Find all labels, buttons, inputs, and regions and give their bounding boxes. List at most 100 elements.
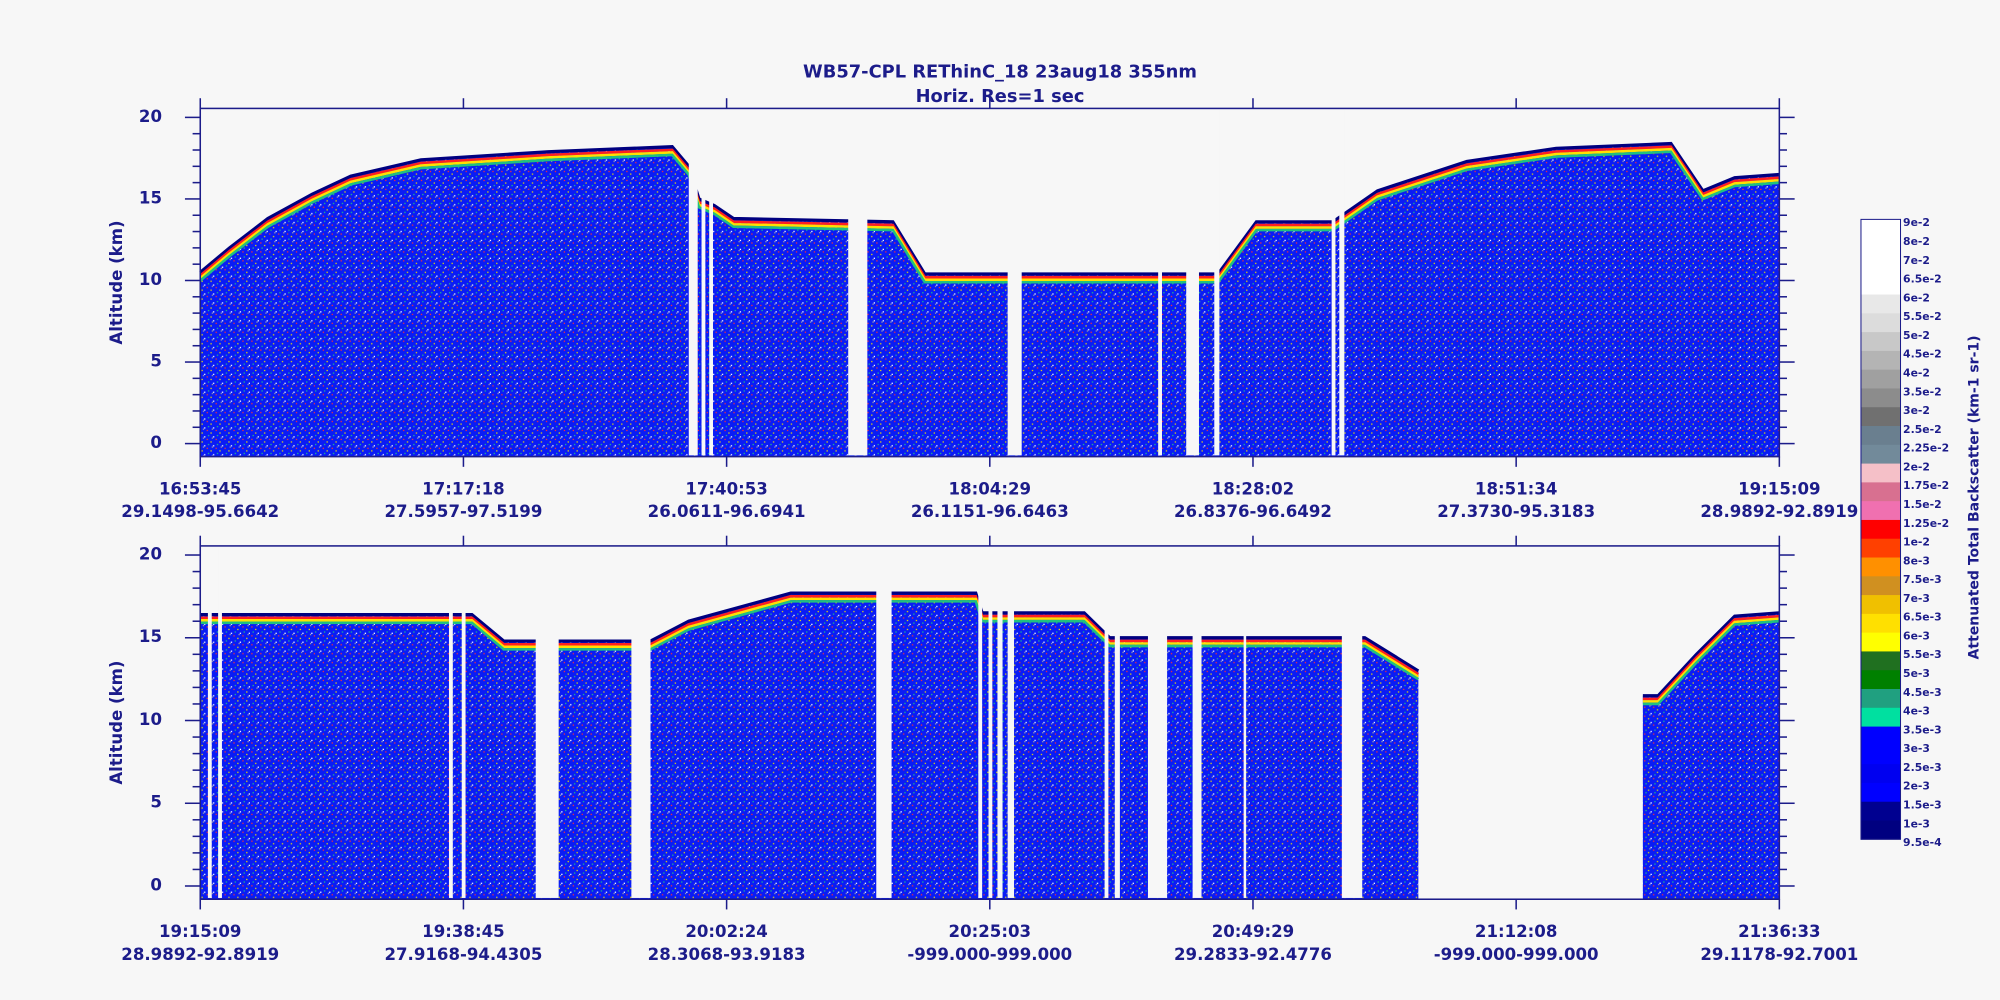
colorbar-label: 4.5e-2 <box>1903 348 1942 361</box>
colorbar-swatch <box>1860 689 1901 709</box>
colorbar-swatch <box>1860 613 1901 634</box>
y-tick-label: 15 <box>139 188 162 207</box>
x-tick-coords: -999.000-999.000 <box>1434 945 1599 964</box>
y-tick-label: 0 <box>150 875 162 894</box>
colorbar-swatch <box>1860 256 1901 277</box>
chart-title: WB57-CPL REThinC_18 23aug18 355nm <box>803 62 1197 83</box>
cloud-top <box>199 147 1780 281</box>
curtain <box>1642 612 1780 900</box>
data-gap <box>1341 547 1363 898</box>
curtain <box>200 143 1780 457</box>
colorbar-swatch <box>1860 275 1901 295</box>
data-gap <box>997 547 1003 898</box>
data-gap <box>1214 109 1220 456</box>
colorbar-swatch <box>1860 463 1901 483</box>
colorbar-label: 8e-2 <box>1903 235 1930 248</box>
data-gap <box>1007 109 1022 456</box>
colorbar-label: 3.5e-2 <box>1903 385 1942 398</box>
data-gap <box>1147 547 1168 898</box>
colorbar-swatch <box>1860 313 1901 333</box>
panel: 0 5 10 15 20 Altitude (km) 19:15:09 28.9892-92.… <box>107 535 1858 964</box>
colorbar-swatch <box>1860 501 1901 521</box>
data-gap <box>535 547 559 898</box>
x-tick-time: 19:15:09 <box>159 922 241 941</box>
x-tick-coords: 29.1178-92.7001 <box>1700 945 1858 964</box>
x-tick-coords: 27.3730-95.3183 <box>1437 502 1595 521</box>
colorbar-label: 3e-3 <box>1903 742 1930 755</box>
colorbar-label: 6e-3 <box>1903 629 1930 642</box>
colorbar-label: 6e-2 <box>1903 291 1930 304</box>
chart-subtitle: Horiz. Res=1 sec <box>916 86 1085 107</box>
colorbar-label: 1e-2 <box>1903 536 1930 549</box>
y-tick-label: 20 <box>139 545 162 564</box>
colorbar-swatch <box>1860 557 1901 577</box>
cloud-top <box>199 145 1780 279</box>
data-gap <box>1192 547 1202 898</box>
x-tick-time: 18:28:02 <box>1212 479 1294 498</box>
colorbar-label: 5.5e-3 <box>1903 648 1942 661</box>
colorbar-swatch <box>1860 482 1901 502</box>
panel: 0 5 10 15 20 Altitude (km) 16:53:45 29.1498-95.… <box>107 98 1858 521</box>
data-gap <box>876 547 892 898</box>
colorbar-label: 5.5e-2 <box>1903 310 1942 323</box>
colorbar-label: 8e-3 <box>1903 554 1930 567</box>
data-gap <box>631 547 651 898</box>
x-tick-time: 17:40:53 <box>685 479 767 498</box>
y-axis-title: Altitude (km) <box>107 220 126 344</box>
cloud-top <box>199 141 1780 276</box>
colorbar-label: 2.5e-2 <box>1903 423 1942 436</box>
x-tick-coords: 26.1151-96.6463 <box>911 502 1069 521</box>
colorbar-label: 2.25e-2 <box>1903 442 1949 455</box>
colorbar-swatch <box>1860 294 1901 314</box>
x-tick-time: 20:49:29 <box>1212 922 1294 941</box>
y-tick-label: 20 <box>139 107 162 126</box>
data-gap <box>709 109 714 456</box>
y-tick-label: 5 <box>150 352 162 371</box>
colorbar-swatch <box>1860 350 1901 371</box>
x-tick-coords: 28.3068-93.9183 <box>648 945 806 964</box>
colorbar-label: 3e-2 <box>1903 404 1930 417</box>
x-tick-coords: -999.000-999.000 <box>907 945 1072 964</box>
colorbar-swatch <box>1860 651 1901 671</box>
colorbar-label: 9e-2 <box>1903 216 1930 229</box>
x-tick-time: 21:36:33 <box>1738 922 1820 941</box>
x-tick-coords: 26.0611-96.6941 <box>648 502 806 521</box>
y-axis-title: Altitude (km) <box>107 660 126 784</box>
colorbar-swatch <box>1860 238 1901 258</box>
colorbar-swatch <box>1860 707 1901 727</box>
x-tick-coords: 29.2833-92.4776 <box>1174 945 1332 964</box>
data-gap <box>1339 109 1345 456</box>
colorbar-swatch <box>1860 369 1901 389</box>
data-gap <box>207 547 212 898</box>
colorbar-label: 9.5e-4 <box>1903 836 1942 849</box>
data-gap <box>848 109 868 456</box>
data-gap <box>1114 547 1120 898</box>
colorbar-swatch <box>1860 745 1901 765</box>
colorbar-label: 2e-2 <box>1903 460 1930 473</box>
x-tick-time: 19:38:45 <box>422 922 504 941</box>
colorbar-swatch <box>1860 576 1901 596</box>
data-gap <box>978 547 983 898</box>
x-tick-time: 21:12:08 <box>1475 922 1557 941</box>
colorbar-label: 7e-2 <box>1903 254 1930 267</box>
x-tick-time: 18:51:34 <box>1475 479 1557 498</box>
data-gap <box>988 547 993 898</box>
x-tick-coords: 28.9892-92.8919 <box>1700 502 1858 521</box>
colorbar-swatch <box>1860 726 1901 746</box>
colorbar-swatch <box>1860 764 1901 784</box>
colorbar-swatch <box>1860 407 1901 427</box>
colorbar-swatch <box>1860 820 1901 840</box>
y-tick-label: 10 <box>139 710 162 729</box>
y-tick-label: 15 <box>139 627 162 646</box>
colorbar-label: 4e-2 <box>1903 366 1930 379</box>
colorbar-swatch <box>1860 538 1901 558</box>
cloud-top <box>1642 611 1780 698</box>
colorbar-label: 1.25e-2 <box>1903 517 1949 530</box>
y-tick-label: 5 <box>150 793 162 812</box>
x-tick-coords: 29.1498-95.6642 <box>121 502 279 521</box>
x-tick-coords: 27.5957-97.5199 <box>384 502 542 521</box>
data-gap <box>461 547 466 898</box>
colorbar-swatch <box>1860 444 1901 464</box>
y-tick-label: 10 <box>139 270 162 289</box>
colorbar-label: 1.5e-2 <box>1903 498 1942 511</box>
